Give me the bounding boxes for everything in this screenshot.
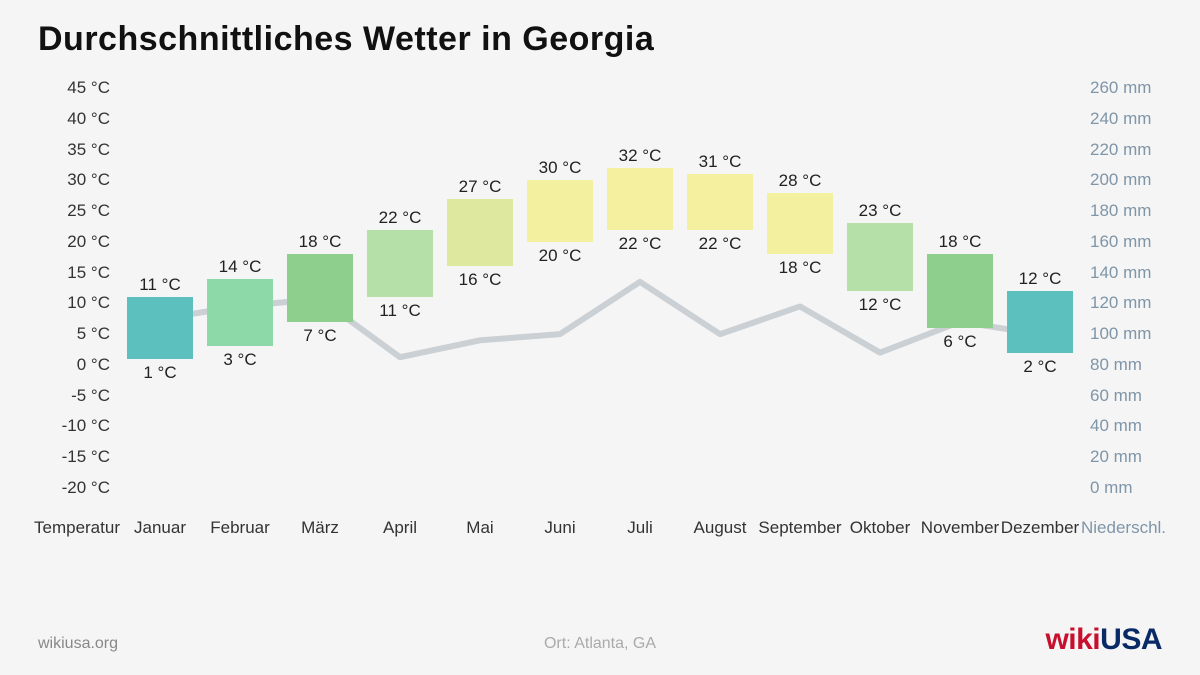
temp-high-label: 23 °C bbox=[859, 201, 902, 221]
temp-high-label: 22 °C bbox=[379, 208, 422, 228]
temp-bar bbox=[127, 297, 193, 359]
y-left-tick: 35 °C bbox=[30, 140, 110, 160]
month-label: Dezember bbox=[1001, 518, 1079, 538]
brand-logo: wikiUSA bbox=[1045, 623, 1162, 657]
temp-low-label: 18 °C bbox=[779, 258, 822, 278]
temp-low-label: 2 °C bbox=[1023, 357, 1056, 377]
location-prefix: Ort: bbox=[544, 635, 574, 652]
footer: wikiusa.org Ort: Atlanta, GA wikiUSA bbox=[0, 623, 1200, 653]
temp-high-label: 14 °C bbox=[219, 257, 262, 277]
temp-high-label: 27 °C bbox=[459, 177, 502, 197]
y-left-tick: -5 °C bbox=[30, 386, 110, 406]
chart-title: Durchschnittliches Wetter in Georgia bbox=[38, 20, 654, 59]
y-right-tick: 260 mm bbox=[1090, 78, 1170, 98]
month-label: Juli bbox=[627, 518, 653, 538]
y-left-tick: 5 °C bbox=[30, 324, 110, 344]
y-right-tick: 180 mm bbox=[1090, 201, 1170, 221]
y-left-tick: 25 °C bbox=[30, 201, 110, 221]
y-left-tick: 10 °C bbox=[30, 293, 110, 313]
month-label: Mai bbox=[466, 518, 493, 538]
page: Durchschnittliches Wetter in Georgia -20… bbox=[0, 0, 1200, 675]
y-left-tick: 15 °C bbox=[30, 263, 110, 283]
temp-bar bbox=[847, 223, 913, 291]
temp-high-label: 18 °C bbox=[299, 232, 342, 252]
temp-low-label: 1 °C bbox=[143, 363, 176, 383]
y-left-tick: 0 °C bbox=[30, 355, 110, 375]
month-label: Januar bbox=[134, 518, 186, 538]
temp-bar bbox=[207, 279, 273, 347]
temp-low-label: 11 °C bbox=[379, 301, 420, 321]
site-url: wikiusa.org bbox=[38, 635, 118, 653]
temp-bar bbox=[367, 230, 433, 298]
temp-bar bbox=[687, 174, 753, 229]
temp-high-label: 11 °C bbox=[139, 275, 180, 295]
temp-bar bbox=[447, 199, 513, 267]
y-right-tick: 200 mm bbox=[1090, 170, 1170, 190]
temp-bar bbox=[767, 193, 833, 255]
y-left-tick: 30 °C bbox=[30, 170, 110, 190]
month-label: April bbox=[383, 518, 417, 538]
temp-bar bbox=[287, 254, 353, 322]
temp-low-label: 7 °C bbox=[303, 326, 336, 346]
month-label: Februar bbox=[210, 518, 270, 538]
temp-high-label: 28 °C bbox=[779, 171, 822, 191]
climate-chart: -20 °C -15 °C -10 °C -5 °C 0 °C 5 °C 10 °C 15 °… bbox=[30, 78, 1170, 548]
y-left-tick: -10 °C bbox=[30, 416, 110, 436]
temp-low-label: 22 °C bbox=[619, 234, 662, 254]
logo-wiki: wiki bbox=[1045, 623, 1100, 656]
y-right-tick: 140 mm bbox=[1090, 263, 1170, 283]
temp-bar bbox=[607, 168, 673, 230]
temp-bar bbox=[527, 180, 593, 242]
y-axis-right-title: Niederschl. bbox=[1081, 518, 1170, 538]
y-left-tick: -20 °C bbox=[30, 478, 110, 498]
y-right-tick: 120 mm bbox=[1090, 293, 1170, 313]
temp-high-label: 30 °C bbox=[539, 158, 582, 178]
y-right-tick: 80 mm bbox=[1090, 355, 1170, 375]
location-label: Ort: Atlanta, GA bbox=[544, 635, 656, 653]
logo-usa: USA bbox=[1100, 623, 1162, 656]
y-right-tick: 220 mm bbox=[1090, 140, 1170, 160]
temp-low-label: 16 °C bbox=[459, 270, 502, 290]
y-left-tick: -15 °C bbox=[30, 447, 110, 467]
plot-area: 11 °C 1 °C 14 °C 3 °C 18 °C 7 °C 22 °C 11 °C 27 … bbox=[120, 88, 1080, 488]
month-label: Juni bbox=[544, 518, 575, 538]
y-right-tick: 240 mm bbox=[1090, 109, 1170, 129]
y-axis-left-title: Temperatur bbox=[30, 518, 119, 538]
y-right-tick: 20 mm bbox=[1090, 447, 1170, 467]
temp-bar bbox=[927, 254, 993, 328]
temp-bar bbox=[1007, 291, 1073, 353]
y-right-tick: 60 mm bbox=[1090, 386, 1170, 406]
temp-low-label: 6 °C bbox=[943, 332, 976, 352]
y-right-tick: 40 mm bbox=[1090, 416, 1170, 436]
temp-high-label: 31 °C bbox=[699, 152, 742, 172]
temp-low-label: 3 °C bbox=[223, 350, 256, 370]
y-right-tick: 160 mm bbox=[1090, 232, 1170, 252]
month-label: August bbox=[694, 518, 747, 538]
y-left-tick: 20 °C bbox=[30, 232, 110, 252]
temp-high-label: 18 °C bbox=[939, 232, 982, 252]
y-left-tick: 40 °C bbox=[30, 109, 110, 129]
month-label: März bbox=[301, 518, 339, 538]
month-label: Oktober bbox=[850, 518, 910, 538]
month-label: November bbox=[921, 518, 999, 538]
temp-high-label: 32 °C bbox=[619, 146, 662, 166]
temp-low-label: 20 °C bbox=[539, 246, 582, 266]
temp-low-label: 12 °C bbox=[859, 295, 902, 315]
temp-high-label: 12 °C bbox=[1019, 269, 1062, 289]
y-right-tick: 100 mm bbox=[1090, 324, 1170, 344]
temp-low-label: 22 °C bbox=[699, 234, 742, 254]
location-value: Atlanta, GA bbox=[574, 635, 656, 652]
y-right-tick: 0 mm bbox=[1090, 478, 1170, 498]
y-left-tick: 45 °C bbox=[30, 78, 110, 98]
month-label: September bbox=[758, 518, 841, 538]
